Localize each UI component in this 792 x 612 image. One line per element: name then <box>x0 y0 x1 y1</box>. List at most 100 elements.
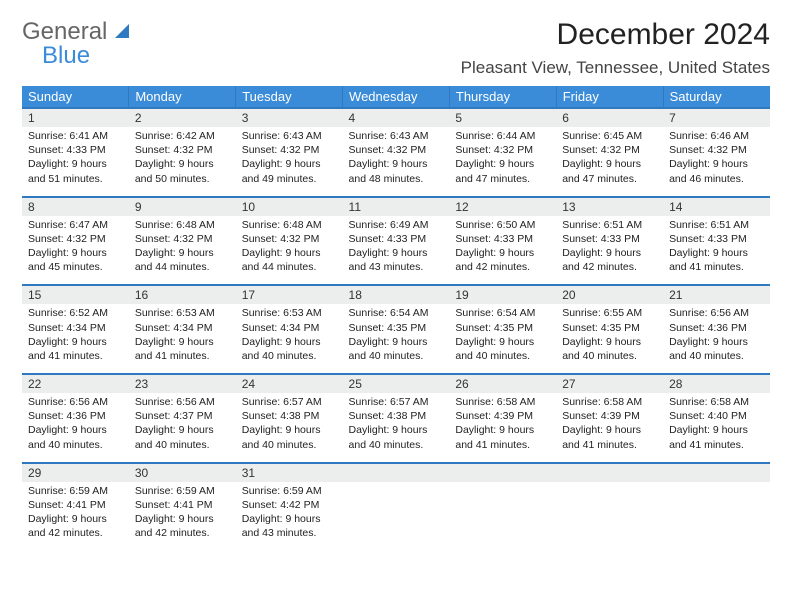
day-info-line: Sunrise: 6:47 AM <box>28 218 123 232</box>
day-info-line: Sunrise: 6:58 AM <box>455 395 550 409</box>
calendar-table: Sunday Monday Tuesday Wednesday Thursday… <box>22 86 770 550</box>
weekday-header: Friday <box>556 86 663 108</box>
day-number-cell: 11 <box>343 197 450 216</box>
day-content-cell: Sunrise: 6:54 AMSunset: 4:35 PMDaylight:… <box>449 304 556 374</box>
day-info-line: Daylight: 9 hours <box>135 512 230 526</box>
day-info-line: Sunrise: 6:44 AM <box>455 129 550 143</box>
day-number-cell <box>449 463 556 482</box>
day-info-line: and 41 minutes. <box>28 349 123 363</box>
day-info-line: Sunset: 4:36 PM <box>669 321 764 335</box>
day-content-cell: Sunrise: 6:53 AMSunset: 4:34 PMDaylight:… <box>129 304 236 374</box>
day-info-line: Sunrise: 6:57 AM <box>349 395 444 409</box>
day-number-cell: 14 <box>663 197 770 216</box>
day-number-cell: 3 <box>236 108 343 127</box>
day-info-line: Sunrise: 6:58 AM <box>562 395 657 409</box>
day-info-line: Sunrise: 6:55 AM <box>562 306 657 320</box>
day-info-line: Sunrise: 6:56 AM <box>669 306 764 320</box>
day-content-cell: Sunrise: 6:59 AMSunset: 4:41 PMDaylight:… <box>129 482 236 551</box>
logo-part2: Blue <box>42 42 90 70</box>
day-number-cell <box>663 463 770 482</box>
day-number-cell: 15 <box>22 285 129 304</box>
day-info-line: and 41 minutes. <box>562 438 657 452</box>
day-info-line: Sunrise: 6:48 AM <box>242 218 337 232</box>
day-info-line: Sunrise: 6:53 AM <box>135 306 230 320</box>
day-info-line: Sunrise: 6:56 AM <box>135 395 230 409</box>
day-info-line: and 42 minutes. <box>135 526 230 540</box>
day-info-line: Sunset: 4:41 PM <box>135 498 230 512</box>
day-info-line: Daylight: 9 hours <box>455 423 550 437</box>
day-info-line: and 40 minutes. <box>28 438 123 452</box>
day-info-line: Sunrise: 6:52 AM <box>28 306 123 320</box>
day-info-line: Daylight: 9 hours <box>455 335 550 349</box>
location-subtitle: Pleasant View, Tennessee, United States <box>461 58 770 78</box>
day-info-line: Daylight: 9 hours <box>455 246 550 260</box>
day-info-line: Sunset: 4:34 PM <box>242 321 337 335</box>
day-content-row: Sunrise: 6:59 AMSunset: 4:41 PMDaylight:… <box>22 482 770 551</box>
day-content-cell: Sunrise: 6:48 AMSunset: 4:32 PMDaylight:… <box>236 216 343 286</box>
day-number-row: 293031 <box>22 463 770 482</box>
day-number-cell: 17 <box>236 285 343 304</box>
weekday-header: Saturday <box>663 86 770 108</box>
day-info-line: and 40 minutes. <box>242 349 337 363</box>
day-info-line: Sunrise: 6:57 AM <box>242 395 337 409</box>
weekday-header: Tuesday <box>236 86 343 108</box>
day-number-cell: 30 <box>129 463 236 482</box>
weekday-header: Monday <box>129 86 236 108</box>
day-number-cell: 25 <box>343 374 450 393</box>
day-content-cell: Sunrise: 6:44 AMSunset: 4:32 PMDaylight:… <box>449 127 556 197</box>
day-info-line: Daylight: 9 hours <box>349 246 444 260</box>
day-content-cell: Sunrise: 6:57 AMSunset: 4:38 PMDaylight:… <box>236 393 343 463</box>
day-info-line: Sunset: 4:32 PM <box>669 143 764 157</box>
day-info-line: and 40 minutes. <box>562 349 657 363</box>
day-info-line: and 41 minutes. <box>135 349 230 363</box>
day-number-cell: 8 <box>22 197 129 216</box>
day-content-cell: Sunrise: 6:43 AMSunset: 4:32 PMDaylight:… <box>236 127 343 197</box>
day-info-line: Sunrise: 6:54 AM <box>455 306 550 320</box>
weekday-header: Sunday <box>22 86 129 108</box>
day-content-cell <box>449 482 556 551</box>
day-content-cell: Sunrise: 6:58 AMSunset: 4:39 PMDaylight:… <box>449 393 556 463</box>
day-info-line: Daylight: 9 hours <box>28 157 123 171</box>
day-info-line: Sunset: 4:32 PM <box>242 143 337 157</box>
day-info-line: Sunset: 4:32 PM <box>135 232 230 246</box>
day-info-line: Daylight: 9 hours <box>562 423 657 437</box>
day-content-cell <box>343 482 450 551</box>
day-info-line: Sunrise: 6:59 AM <box>28 484 123 498</box>
header: General Blue December 2024 Pleasant View… <box>22 18 770 80</box>
day-info-line: Daylight: 9 hours <box>349 423 444 437</box>
day-info-line: and 40 minutes. <box>455 349 550 363</box>
day-info-line: Sunrise: 6:56 AM <box>28 395 123 409</box>
day-info-line: Sunrise: 6:45 AM <box>562 129 657 143</box>
day-info-line: Sunset: 4:35 PM <box>349 321 444 335</box>
day-info-line: Sunrise: 6:59 AM <box>135 484 230 498</box>
day-content-cell: Sunrise: 6:56 AMSunset: 4:37 PMDaylight:… <box>129 393 236 463</box>
day-content-cell: Sunrise: 6:59 AMSunset: 4:42 PMDaylight:… <box>236 482 343 551</box>
day-info-line: Sunrise: 6:41 AM <box>28 129 123 143</box>
day-info-line: Daylight: 9 hours <box>242 512 337 526</box>
day-content-cell: Sunrise: 6:46 AMSunset: 4:32 PMDaylight:… <box>663 127 770 197</box>
day-info-line: and 40 minutes. <box>135 438 230 452</box>
day-info-line: and 40 minutes. <box>349 438 444 452</box>
day-content-cell: Sunrise: 6:51 AMSunset: 4:33 PMDaylight:… <box>663 216 770 286</box>
day-info-line: Sunset: 4:33 PM <box>28 143 123 157</box>
day-number-cell: 2 <box>129 108 236 127</box>
day-info-line: Sunset: 4:42 PM <box>242 498 337 512</box>
day-info-line: Sunrise: 6:46 AM <box>669 129 764 143</box>
day-number-cell: 13 <box>556 197 663 216</box>
weekday-header: Thursday <box>449 86 556 108</box>
day-info-line: Sunrise: 6:49 AM <box>349 218 444 232</box>
day-content-row: Sunrise: 6:47 AM Sunset: 4:32 PM Daylight:… <box>22 216 770 286</box>
day-number-cell: 5 <box>449 108 556 127</box>
day-content-cell <box>663 482 770 551</box>
day-info-line: Daylight: 9 hours <box>28 423 123 437</box>
day-info-line: Daylight: 9 hours <box>28 246 123 260</box>
day-content-cell: Sunrise: 6:56 AMSunset: 4:36 PMDaylight:… <box>663 304 770 374</box>
day-info-line: and 45 minutes. <box>28 260 123 274</box>
day-info-line: Daylight: 9 hours <box>669 246 764 260</box>
day-info-line: Sunset: 4:33 PM <box>562 232 657 246</box>
day-number-cell: 20 <box>556 285 663 304</box>
day-info-line: Sunset: 4:41 PM <box>28 498 123 512</box>
day-content-cell: Sunrise: 6:45 AMSunset: 4:32 PMDaylight:… <box>556 127 663 197</box>
day-content-cell: Sunrise: 6:55 AMSunset: 4:35 PMDaylight:… <box>556 304 663 374</box>
day-info-line: Sunset: 4:32 PM <box>135 143 230 157</box>
